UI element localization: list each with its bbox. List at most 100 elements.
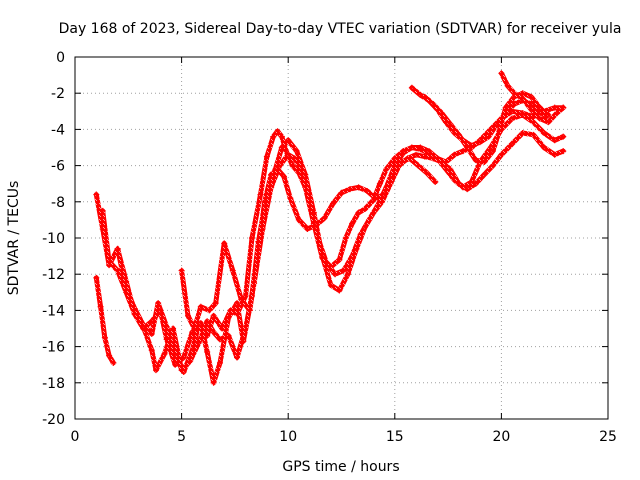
data-point (406, 155, 413, 162)
data-point (519, 95, 526, 102)
data-point (560, 104, 567, 111)
data-point (161, 350, 168, 357)
data-point (364, 187, 371, 194)
data-point (361, 206, 368, 213)
data-point (287, 195, 294, 202)
data-point (178, 267, 185, 274)
data-point (545, 111, 552, 118)
data-point (261, 198, 268, 205)
data-series (93, 70, 567, 386)
data-point (131, 311, 138, 318)
data-point (460, 148, 467, 155)
data-point (398, 158, 405, 165)
axis-ticks: 0 5 10 15 20 25 0 -2 -4 -6 -8 -10 -12 -14 -16 -18 -20 (42, 50, 617, 445)
data-point (481, 171, 488, 178)
data-point (447, 166, 454, 173)
data-point (114, 267, 121, 274)
data-point (489, 148, 496, 155)
data-point (229, 267, 236, 274)
data-point (430, 155, 437, 162)
data-point (225, 314, 232, 321)
data-point (477, 139, 484, 146)
data-point (293, 148, 300, 155)
x-tick-label: 5 (177, 429, 186, 445)
x-tick-label: 0 (71, 429, 80, 445)
data-point (93, 191, 100, 198)
data-point (455, 131, 462, 138)
data-point (99, 207, 106, 214)
data-point (101, 334, 108, 341)
data-point (511, 90, 518, 97)
data-point (180, 354, 187, 361)
data-point (153, 367, 160, 374)
data-point (417, 144, 424, 151)
data-point (498, 70, 505, 77)
data-point (212, 300, 219, 307)
data-point (197, 320, 204, 327)
data-point (383, 166, 390, 173)
data-point (123, 278, 130, 285)
data-point (498, 151, 505, 158)
data-point (155, 300, 162, 307)
data-point (464, 186, 471, 193)
data-point (451, 151, 458, 158)
data-point (432, 178, 439, 185)
data-point (509, 140, 516, 147)
data-point (329, 200, 336, 207)
y-tick-label: -18 (42, 376, 65, 392)
data-point (530, 119, 537, 126)
x-axis-label: GPS time / hours (282, 459, 399, 475)
data-point (541, 130, 548, 137)
data-point (246, 307, 253, 314)
data-point (400, 149, 407, 156)
data-point (234, 354, 241, 361)
data-point (541, 144, 548, 151)
data-point (423, 169, 430, 176)
data-point (187, 358, 194, 365)
data-point (485, 133, 492, 140)
series-track-7 (422, 90, 551, 165)
data-point (545, 119, 552, 126)
data-point (415, 162, 422, 169)
data-point (255, 244, 262, 251)
y-tick-label: 0 (56, 50, 65, 66)
points-track-8 (498, 70, 567, 126)
data-point (342, 235, 349, 241)
data-point (504, 82, 511, 89)
data-point (221, 240, 228, 247)
data-point (274, 128, 281, 135)
data-point (553, 110, 560, 117)
data-point (496, 128, 503, 135)
data-point (195, 339, 202, 346)
x-tick-label: 25 (599, 429, 617, 445)
data-point (274, 166, 281, 173)
data-point (238, 296, 245, 303)
data-point (560, 148, 567, 155)
data-point (289, 162, 296, 169)
data-point (106, 352, 113, 359)
data-point (389, 173, 396, 180)
data-point (519, 90, 526, 97)
data-point (327, 282, 334, 289)
data-point (189, 329, 196, 336)
data-point (178, 367, 185, 374)
x-tick-label: 15 (386, 429, 404, 445)
data-point (551, 137, 558, 144)
data-point (502, 104, 509, 111)
data-point (472, 180, 479, 187)
data-point (191, 325, 198, 332)
data-point (413, 151, 420, 158)
data-point (148, 318, 155, 325)
data-point (361, 224, 368, 231)
data-point (197, 303, 204, 310)
data-point (268, 171, 275, 178)
data-point (372, 195, 379, 202)
data-point (291, 155, 298, 162)
data-point (408, 144, 415, 151)
data-point (295, 216, 302, 223)
data-point (157, 307, 164, 314)
data-point (248, 235, 255, 241)
data-point (370, 209, 377, 216)
data-point (110, 359, 117, 366)
data-point (519, 111, 526, 118)
